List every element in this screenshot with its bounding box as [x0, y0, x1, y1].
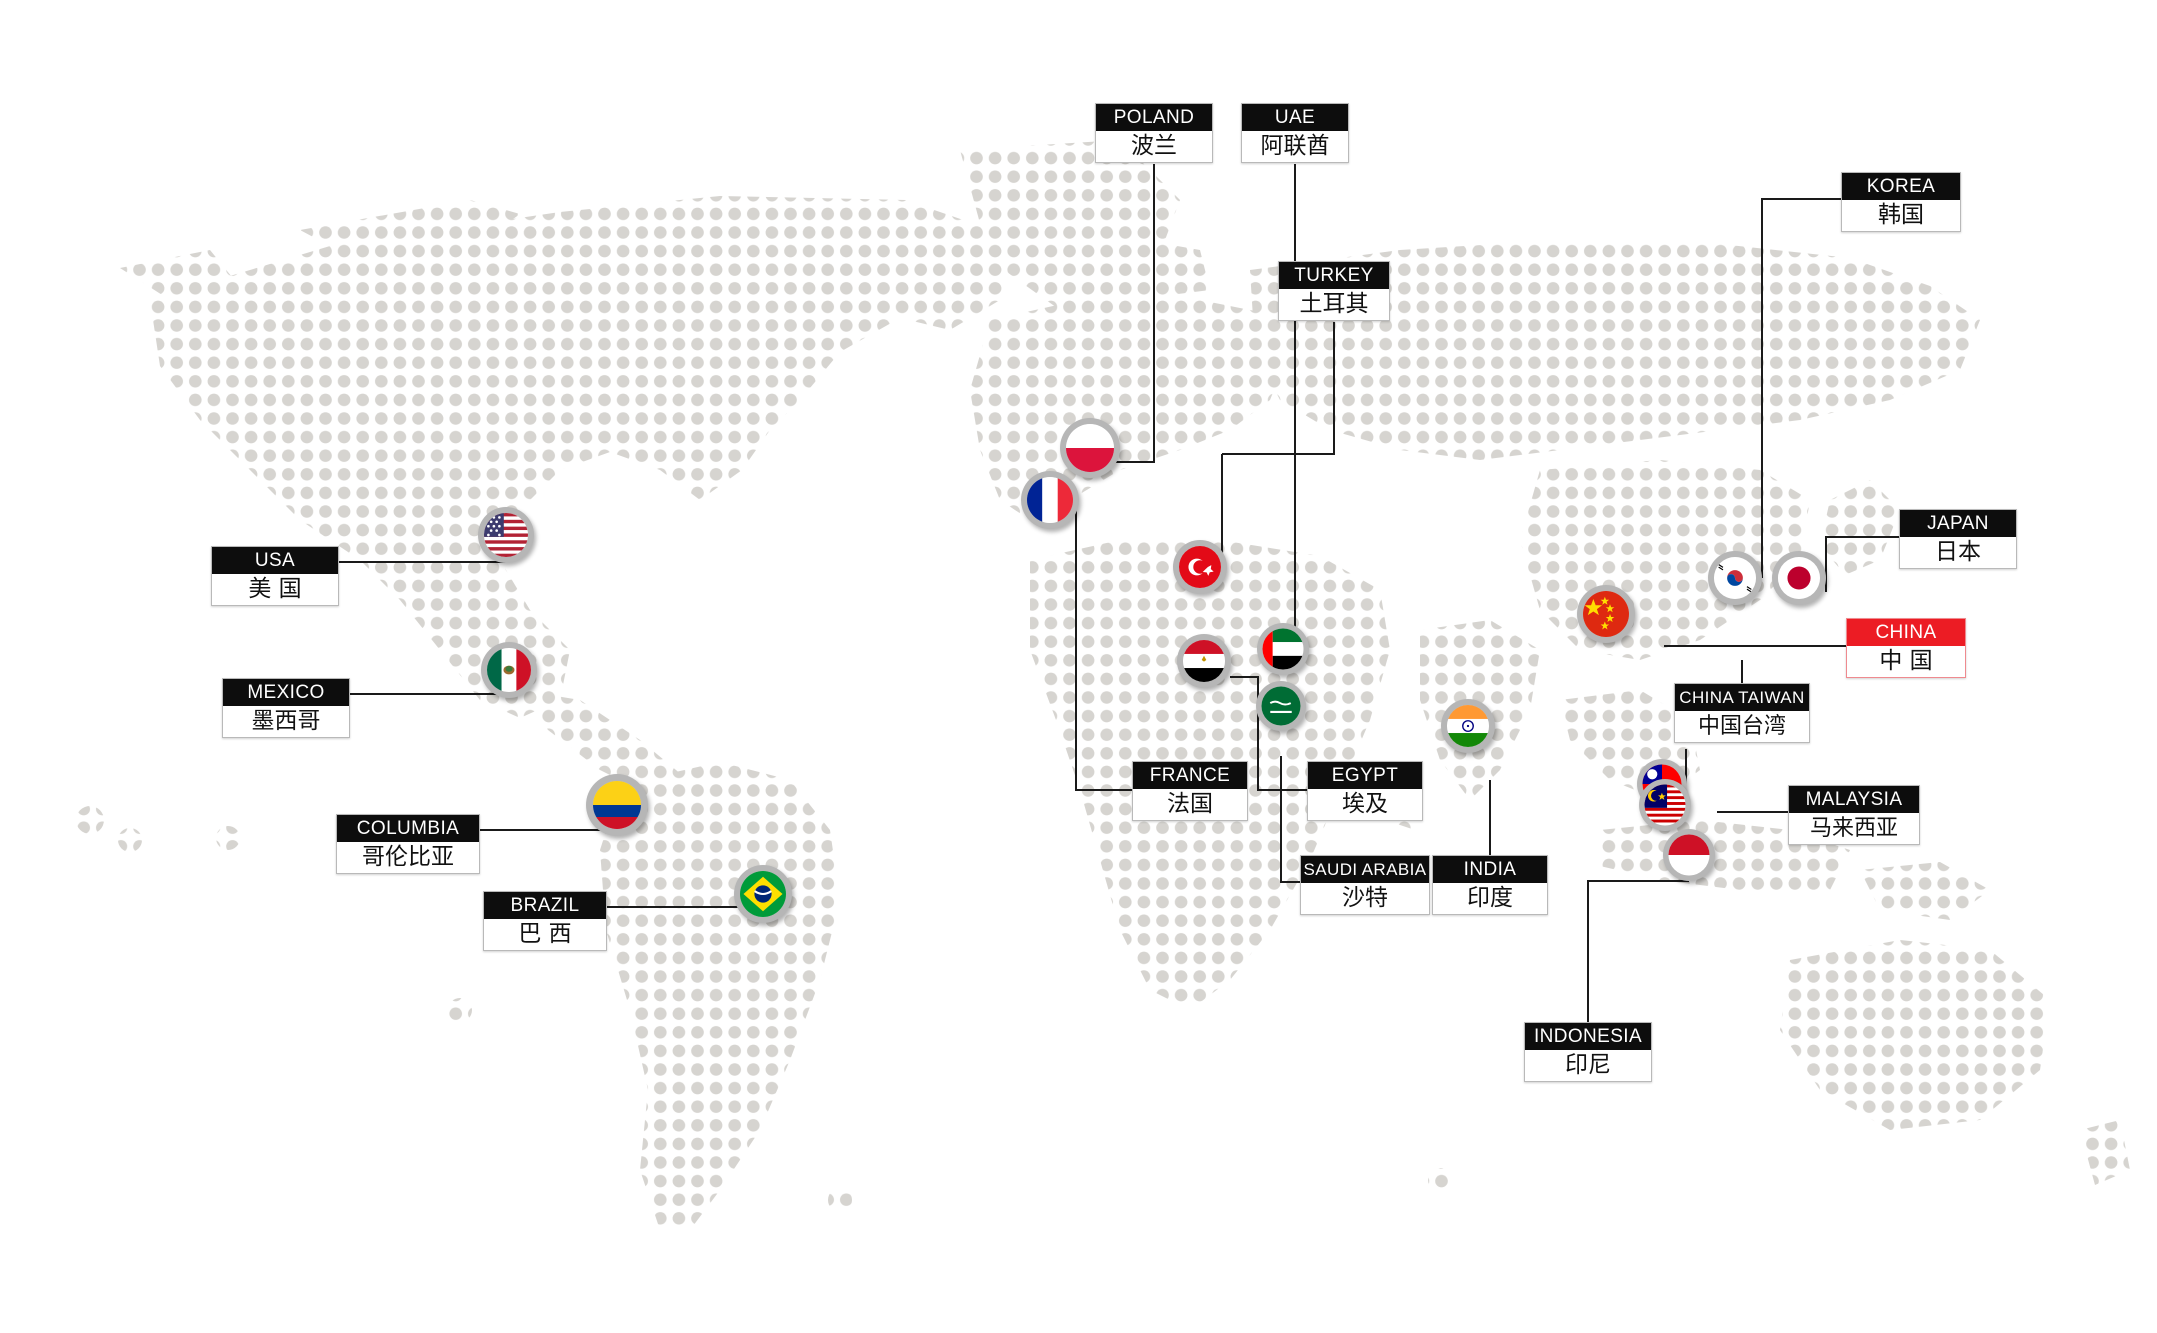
label-brazil-name-en: BRAZIL	[484, 892, 606, 919]
label-poland-name-zh: 波兰	[1096, 131, 1212, 162]
flag-saudi-arabia-icon	[1261, 686, 1301, 726]
marker-china[interactable]	[1577, 585, 1635, 643]
flag-turkey-icon	[1179, 546, 1221, 588]
label-china-taiwan-name-en: CHINA TAIWAN	[1675, 684, 1809, 711]
marker-mexico[interactable]	[481, 642, 537, 698]
label-korea-name-zh: 韩国	[1842, 200, 1960, 231]
label-egypt-name-en: EGYPT	[1308, 762, 1422, 789]
label-uae-name-en: UAE	[1242, 104, 1348, 131]
marker-korea[interactable]	[1708, 551, 1762, 605]
label-china[interactable]: CHINA 中 国	[1846, 618, 1966, 678]
marker-india[interactable]	[1441, 699, 1495, 753]
label-mexico-name-zh: 墨西哥	[223, 706, 349, 737]
label-korea-name-en: KOREA	[1842, 173, 1960, 200]
label-china-taiwan-name-zh: 中国台湾	[1675, 711, 1809, 742]
label-turkey-name-zh: 土耳其	[1279, 289, 1389, 320]
label-uae-name-zh: 阿联酋	[1242, 131, 1348, 162]
label-turkey[interactable]: TURKEY 土耳其	[1278, 261, 1390, 321]
label-mexico[interactable]: MEXICO 墨西哥	[222, 678, 350, 738]
label-saudi-arabia-name-zh: 沙特	[1301, 883, 1429, 914]
flag-malaysia-icon	[1644, 784, 1686, 826]
flag-usa-icon	[484, 513, 528, 557]
flag-india-icon	[1447, 705, 1489, 747]
label-indonesia-name-en: INDONESIA	[1525, 1023, 1651, 1050]
label-france-name-zh: 法国	[1133, 789, 1247, 820]
label-indonesia-name-zh: 印尼	[1525, 1050, 1651, 1081]
label-china-name-zh: 中 国	[1847, 646, 1965, 677]
flag-poland-icon	[1066, 424, 1114, 472]
label-usa-name-en: USA	[212, 547, 338, 574]
label-brazil-name-zh: 巴 西	[484, 919, 606, 950]
marker-france[interactable]	[1021, 471, 1079, 529]
label-poland-name-en: POLAND	[1096, 104, 1212, 131]
label-india[interactable]: INDIA 印度	[1432, 855, 1548, 915]
label-korea[interactable]: KOREA 韩国	[1841, 172, 1961, 232]
label-india-name-zh: 印度	[1433, 883, 1547, 914]
marker-indonesia[interactable]	[1663, 829, 1715, 881]
label-saudi-arabia-name-en: SAUDI ARABIA	[1301, 856, 1429, 883]
label-malaysia-name-zh: 马来西亚	[1789, 813, 1919, 844]
marker-usa[interactable]	[478, 507, 534, 563]
label-indonesia[interactable]: INDONESIA 印尼	[1524, 1022, 1652, 1082]
marker-saudi-arabia[interactable]	[1256, 681, 1306, 731]
label-japan-name-zh: 日本	[1900, 537, 2016, 568]
marker-brazil[interactable]	[734, 865, 792, 923]
label-malaysia-name-en: MALAYSIA	[1789, 786, 1919, 813]
label-usa-name-zh: 美 国	[212, 574, 338, 605]
label-egypt[interactable]: EGYPT 埃及	[1307, 761, 1423, 821]
marker-egypt[interactable]	[1177, 634, 1231, 688]
label-france[interactable]: FRANCE 法国	[1132, 761, 1248, 821]
marker-malaysia[interactable]	[1639, 779, 1691, 831]
label-japan[interactable]: JAPAN 日本	[1899, 509, 2017, 569]
label-columbia-name-en: COLUMBIA	[337, 815, 479, 842]
marker-poland[interactable]	[1060, 418, 1120, 478]
flag-egypt-icon	[1183, 640, 1225, 682]
flag-mexico-icon	[487, 648, 531, 692]
flag-japan-icon	[1778, 557, 1820, 599]
label-turkey-name-en: TURKEY	[1279, 262, 1389, 289]
flag-korea-icon	[1714, 557, 1756, 599]
label-egypt-name-zh: 埃及	[1308, 789, 1422, 820]
marker-japan[interactable]	[1772, 551, 1826, 605]
flag-indonesia-icon	[1668, 834, 1710, 876]
label-columbia-name-zh: 哥伦比亚	[337, 842, 479, 873]
flag-colombia-icon	[593, 781, 641, 829]
flag-china-icon	[1583, 591, 1629, 637]
label-uae[interactable]: UAE 阿联酋	[1241, 103, 1349, 163]
label-china-taiwan[interactable]: CHINA TAIWAN 中国台湾	[1674, 683, 1810, 743]
label-malaysia[interactable]: MALAYSIA 马来西亚	[1788, 785, 1920, 845]
label-poland[interactable]: POLAND 波兰	[1095, 103, 1213, 163]
marker-uae[interactable]	[1257, 623, 1309, 675]
flag-brazil-icon	[740, 871, 786, 917]
label-brazil[interactable]: BRAZIL 巴 西	[483, 891, 607, 951]
label-mexico-name-en: MEXICO	[223, 679, 349, 706]
label-columbia[interactable]: COLUMBIA 哥伦比亚	[336, 814, 480, 874]
label-india-name-en: INDIA	[1433, 856, 1547, 883]
marker-turkey[interactable]	[1173, 540, 1227, 594]
label-china-name-en: CHINA	[1847, 619, 1965, 646]
label-japan-name-en: JAPAN	[1900, 510, 2016, 537]
flag-france-icon	[1027, 477, 1073, 523]
flag-uae-icon	[1262, 628, 1304, 670]
label-usa[interactable]: USA 美 国	[211, 546, 339, 606]
marker-columbia[interactable]	[586, 774, 648, 836]
label-saudi-arabia[interactable]: SAUDI ARABIA 沙特	[1300, 855, 1430, 915]
label-france-name-en: FRANCE	[1133, 762, 1247, 789]
